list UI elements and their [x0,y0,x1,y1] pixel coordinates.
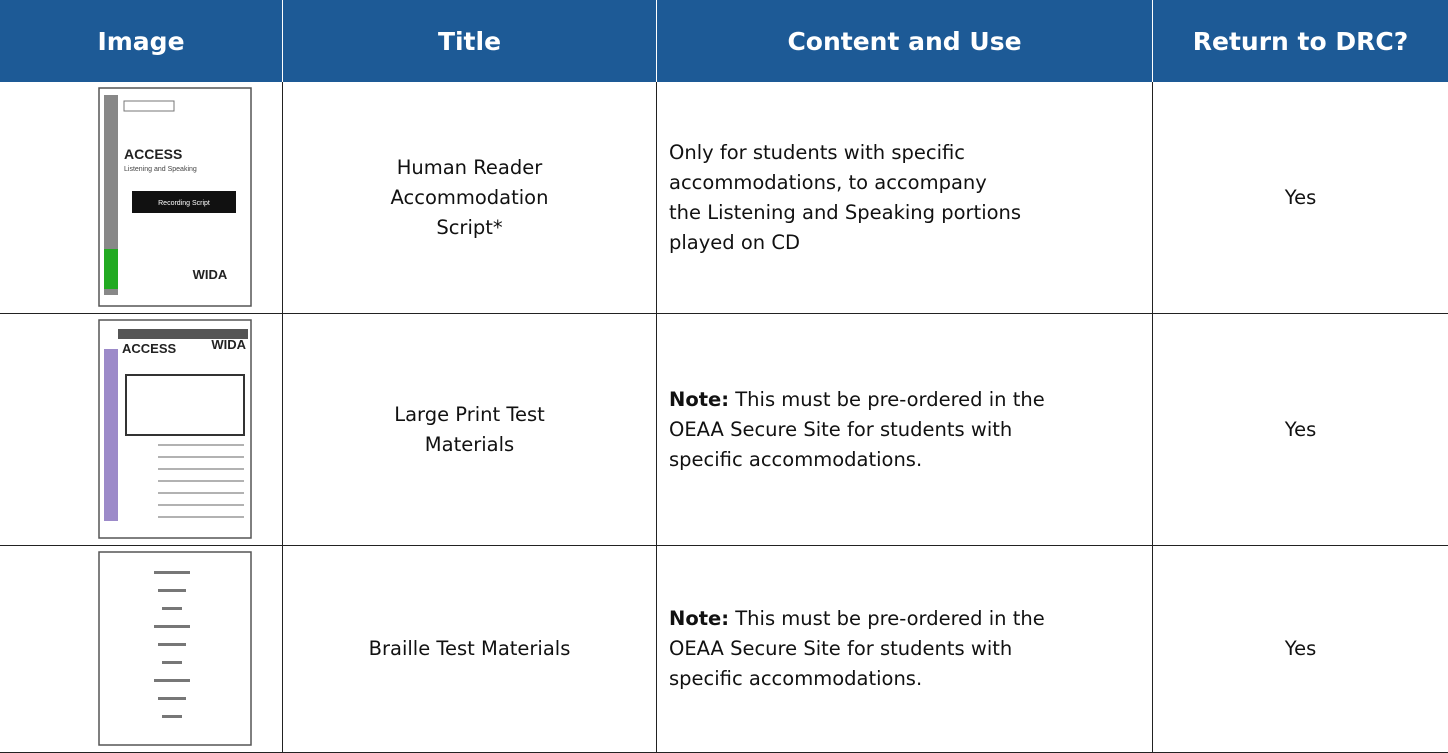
content-line: OEAA Secure Site for students with [669,415,1045,445]
thumbnail-shape [132,190,236,213]
content-line: specific accommodations. [669,664,1045,694]
thumbnail: ACCESS WIDA [98,318,252,539]
title-cell: Human Reader Accommodation Script* [283,82,657,314]
thumbnail-shape [162,606,182,610]
image-cell [0,546,283,753]
content-text: Note: This must be pre-ordered in the OEA… [669,604,1045,694]
thumbnail-text: WIDA [193,267,228,282]
thumbnail-text: Recording Script [158,200,210,207]
content-line-text: accommodations, to accompany [669,170,987,194]
return-cell: Yes [1153,546,1448,753]
thumbnail-shape [98,318,252,539]
content-line-text: OEAA Secure Site for students with [669,637,1013,660]
content-line: the Listening and Speaking portions [669,198,1021,228]
content-cell: Note: This must be pre-ordered in the OEA… [657,314,1153,546]
title-line: Accommodation [390,185,549,209]
content-cell: Only for students with specific accommoda… [657,82,1153,314]
header-cell: Return to DRC? [1153,0,1448,82]
image-cell: ACCESS WIDA [0,314,283,546]
thumbnail-shape [118,328,248,339]
content-cell: Note: This must be pre-ordered in the OEA… [657,546,1153,753]
title-text: Large Print Test Materials [394,400,545,460]
title-text: Human Reader Accommodation Script* [391,153,549,243]
title-line: Large Print Test [394,402,545,426]
title-cell: Large Print Test Materials [283,314,657,546]
thumbnail: ACCESS Listening and Speaking Recording Sc… [98,86,252,307]
thumbnail-shape [158,588,186,592]
thumbnail-shape [154,624,190,628]
content-line-text: OEAA Secure Site for students with [669,417,1013,441]
thumbnail-shape [162,714,182,718]
title-line: Script* [436,215,503,239]
return-cell: Yes [1153,82,1448,314]
content-line-text: Only for students with specific [669,140,966,164]
content-line-text: played on CD [669,230,800,254]
content-line-text: specific accommodations. [669,667,923,690]
thumbnail-shape [158,696,186,700]
header-cell: Image [0,0,283,82]
content-line: Note: This must be pre-ordered in the [669,604,1045,634]
return-text: Yes [1284,637,1317,660]
content-line-text: This must be pre-ordered in the [735,387,1045,411]
content-line: Note: This must be pre-ordered in the [669,385,1045,415]
content-line-text: This must be pre-ordered in the [735,607,1045,630]
thumbnail-shape [104,94,118,295]
thumbnail-shape [104,248,118,289]
return-cell: Yes [1153,314,1448,546]
return-text: Yes [1284,417,1317,441]
content-line: specific accommodations. [669,445,1045,475]
header-text: Title [437,26,502,56]
thumbnail [98,550,252,746]
title-line: Human Reader [396,155,543,179]
thumbnail-text: Listening and Speaking [124,166,197,173]
note-label: Note: [669,387,730,411]
header-cell: Title [283,0,657,82]
content-line: accommodations, to accompany [669,168,1021,198]
header-text: Return to DRC? [1192,26,1409,56]
content-line-text: the Listening and Speaking portions [669,200,1022,224]
thumbnail-text: ACCESS [122,341,177,356]
header-text: Image [97,26,185,56]
title-cell: Braille Test Materials [283,546,657,753]
thumbnail-shape [104,348,118,521]
content-line: played on CD [669,228,1021,258]
image-cell: ACCESS Listening and Speaking Recording Sc… [0,82,283,314]
content-text: Note: This must be pre-ordered in the OEA… [669,385,1045,475]
note-label: Note: [669,607,730,630]
content-line: Only for students with specific [669,138,1021,168]
thumbnail-text: WIDA [211,337,246,352]
thumbnail-shape [158,642,186,646]
thumbnail-text: ACCESS [124,146,182,162]
thumbnail-shape [125,373,245,436]
title-line: Braille Test Materials [368,637,571,660]
content-text: Only for students with specific accommoda… [669,138,1021,258]
content-line-text: specific accommodations. [669,447,923,471]
header-text: Content and Use [787,26,1022,56]
thumbnail-shape [98,550,252,746]
thumbnail-shape [162,660,182,664]
title-line: Materials [424,432,515,456]
return-text: Yes [1284,185,1317,209]
title-text: Braille Test Materials [369,634,571,664]
thumbnail-shape [154,570,190,574]
thumbnail-shape [154,678,190,682]
content-line: OEAA Secure Site for students with [669,634,1045,664]
header-cell: Content and Use [657,0,1153,82]
thumbnail-shape [123,100,175,111]
